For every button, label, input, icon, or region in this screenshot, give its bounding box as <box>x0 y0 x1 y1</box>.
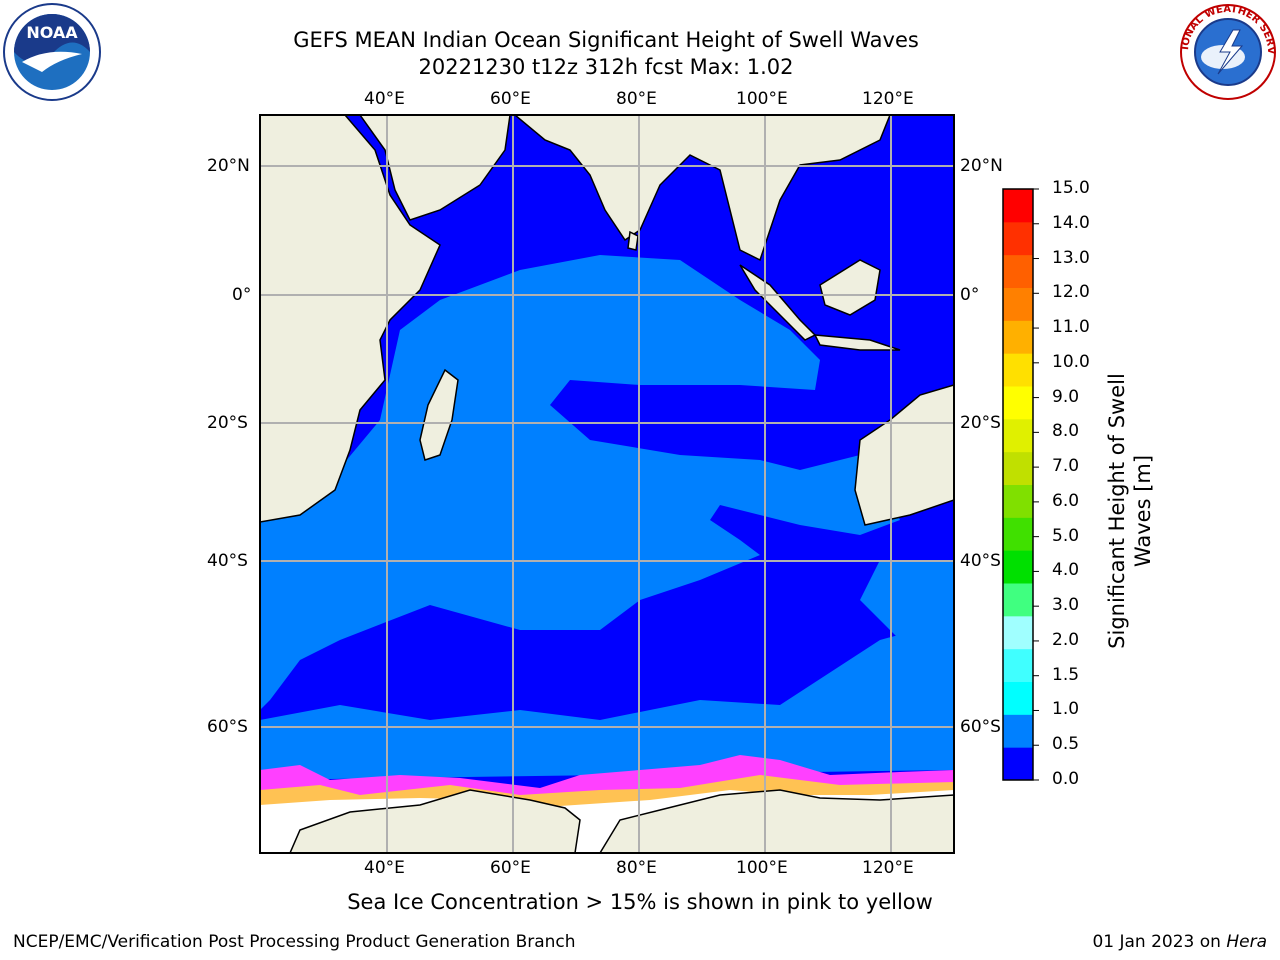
colorbar-tick-label: 14.0 <box>1052 212 1090 233</box>
ocean-mid-swell-south <box>260 620 954 780</box>
colorbar <box>1003 188 1039 781</box>
footer-date: 01 Jan 2023 on Hera <box>1092 932 1267 952</box>
lon-label-top-40e: 40°E <box>364 89 405 109</box>
lat-label-left-20n: 20°N <box>207 156 250 176</box>
lon-label-bottom-120e: 120°E <box>862 858 914 878</box>
colorbar-tick-label: 11.0 <box>1052 317 1090 338</box>
ocean-mid-swell-east <box>860 560 954 640</box>
footer-credit: NCEP/EMC/Verification Post Processing Pr… <box>13 932 576 952</box>
colorbar-tick-label: 7.0 <box>1052 456 1080 477</box>
colorbar-segment <box>1003 615 1033 650</box>
map-frame <box>259 114 955 854</box>
colorbar-tick-label: 2.0 <box>1052 629 1080 650</box>
lon-label-bottom-60e: 60°E <box>490 858 531 878</box>
land-india-asia <box>513 115 891 262</box>
nws-logo: NATIONAL WEATHER SERVICE <box>1178 2 1276 100</box>
lon-label-bottom-100e: 100°E <box>736 858 788 878</box>
colorbar-tick-label: 10.0 <box>1052 351 1090 372</box>
lat-label-left-40s: 40°S <box>207 551 248 571</box>
chart-title: GEFS MEAN Indian Ocean Significant Heigh… <box>293 28 919 52</box>
colorbar-title-line1: Significant Height of Swell <box>1105 373 1129 649</box>
lat-label-right-0: 0° <box>960 285 980 305</box>
land-antarctica <box>289 789 581 853</box>
footer-date-text: 01 Jan 2023 on <box>1092 932 1227 952</box>
colorbar-title: Significant Height of Swell Waves [m] <box>1104 341 1156 681</box>
colorbar-tick-label: 5.0 <box>1052 525 1080 546</box>
colorbar-tick-label: 8.0 <box>1052 421 1080 442</box>
noaa-logo-text: NOAA <box>26 23 78 42</box>
colorbar-segment <box>1003 386 1033 420</box>
noaa-logo: NOAA <box>3 3 101 101</box>
colorbar-frame <box>1002 188 1034 781</box>
colorbar-tick-label: 12.0 <box>1052 282 1090 303</box>
colorbar-tick-label: 0.5 <box>1052 734 1080 755</box>
lat-label-right-20n: 20°N <box>960 156 1003 176</box>
colorbar-segment <box>1003 418 1033 453</box>
lat-label-right-40s: 40°S <box>960 551 1001 571</box>
colorbar-tick-label: 13.0 <box>1052 247 1090 268</box>
colorbar-segment <box>1003 287 1033 321</box>
colorbar-segment <box>1003 221 1033 256</box>
lon-label-top-100e: 100°E <box>736 89 788 109</box>
colorbar-segment <box>1003 353 1033 387</box>
land-arabia <box>359 115 511 221</box>
lon-label-bottom-40e: 40°E <box>364 858 405 878</box>
colorbar-segment <box>1003 484 1033 518</box>
lon-label-bottom-80e: 80°E <box>616 858 657 878</box>
colorbar-segment <box>1003 254 1033 288</box>
lon-label-top-120e: 120°E <box>862 89 914 109</box>
land-borneo-java <box>813 259 901 351</box>
colorbar-tick-label: 1.5 <box>1052 664 1080 685</box>
colorbar-segment <box>1003 550 1033 584</box>
lat-label-right-20s: 20°S <box>960 413 1001 433</box>
colorbar-tick-label: 0.0 <box>1052 769 1080 789</box>
land-africa <box>260 115 441 523</box>
lat-label-left-20s: 20°S <box>207 413 248 433</box>
map-gridlines <box>260 115 954 853</box>
colorbar-tick-label: 4.0 <box>1052 560 1080 581</box>
lat-label-right-60s: 60°S <box>960 717 1001 737</box>
land-australia <box>854 384 954 526</box>
colorbar-segment <box>1003 681 1033 715</box>
colorbar-segment <box>1003 583 1033 617</box>
footer-machine: Hera <box>1226 932 1267 952</box>
lat-label-left-0: 0° <box>232 285 252 305</box>
colorbar-title-line2: Waves [m] <box>1131 454 1155 568</box>
colorbar-tick-label: 1.0 <box>1052 699 1080 720</box>
colorbar-segment <box>1003 189 1033 223</box>
ocean-mid-swell <box>260 255 900 710</box>
colorbar-tick-label: 15.0 <box>1052 178 1090 198</box>
colorbar-segment <box>1003 451 1033 485</box>
colorbar-segment <box>1003 648 1033 682</box>
lon-label-top-80e: 80°E <box>616 89 657 109</box>
chart-subtitle-run: 20221230 t12z 312h fcst Max: 1.02 <box>418 55 794 79</box>
colorbar-segment <box>1003 747 1033 781</box>
sea-ice-note: Sea Ice Concentration > 15% is shown in … <box>347 890 933 914</box>
lat-label-left-60s: 60°S <box>207 717 248 737</box>
lon-label-top-60e: 60°E <box>490 89 531 109</box>
land-srilanka <box>627 230 639 251</box>
colorbar-tick-label: 6.0 <box>1052 490 1080 511</box>
colorbar-tick-label: 3.0 <box>1052 595 1080 616</box>
land-madagascar <box>419 368 459 461</box>
colorbar-segment <box>1003 320 1033 354</box>
colorbar-segment <box>1003 714 1033 748</box>
colorbar-tick-label: 9.0 <box>1052 386 1080 407</box>
colorbar-segment <box>1003 517 1033 551</box>
